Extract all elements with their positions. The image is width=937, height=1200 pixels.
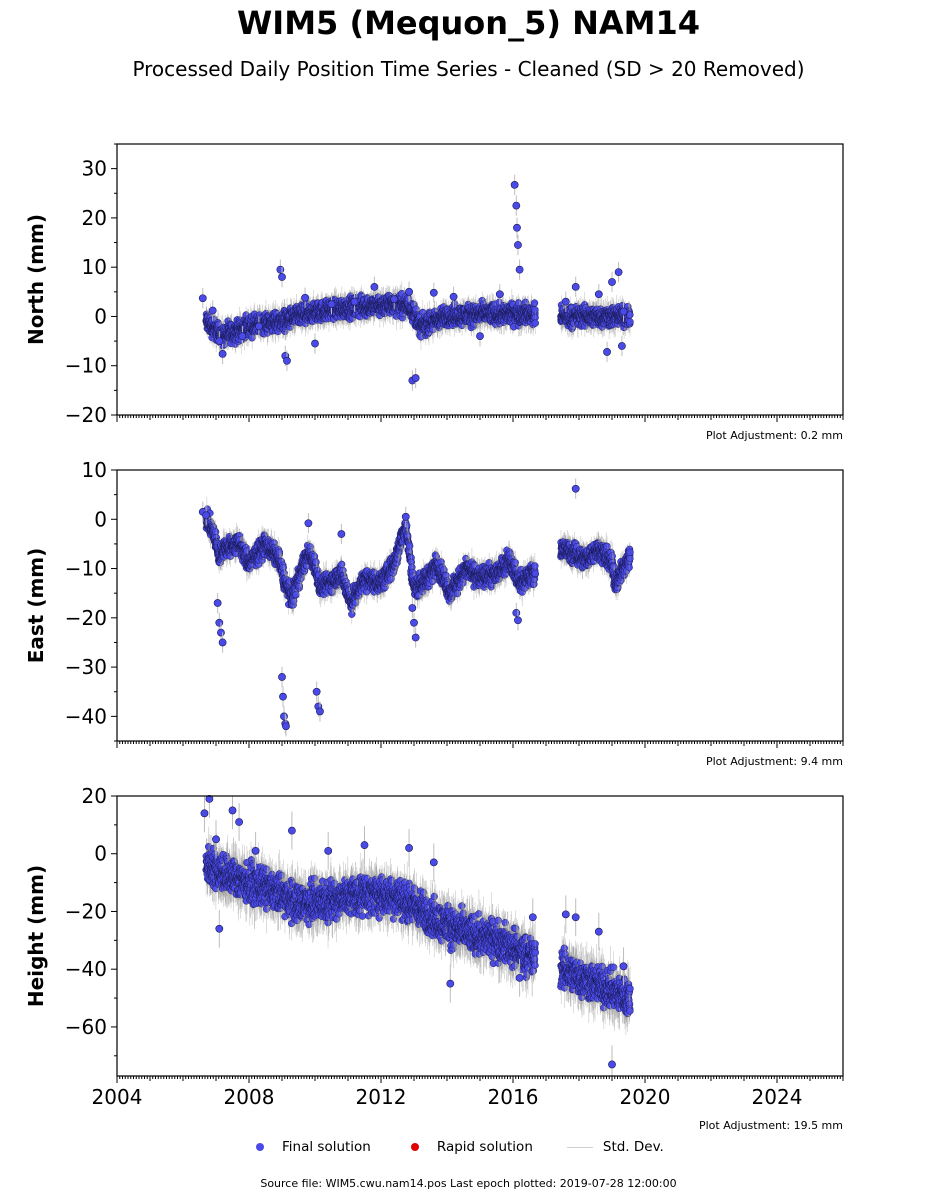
north-data-cloud xyxy=(203,281,634,358)
north-point xyxy=(531,300,538,307)
north-point xyxy=(532,320,539,327)
